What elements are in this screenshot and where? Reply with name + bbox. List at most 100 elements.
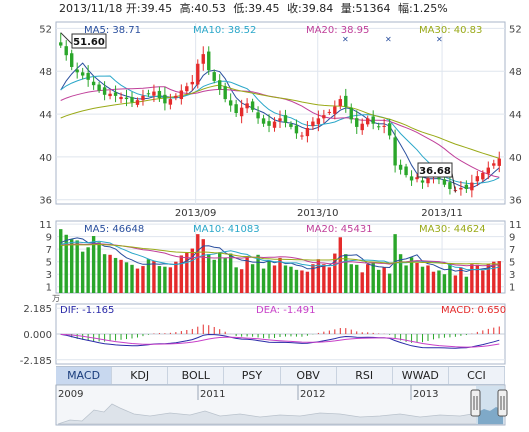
volume-bar xyxy=(75,240,79,293)
volume-bar xyxy=(86,247,90,293)
volume-bar xyxy=(453,275,458,293)
volume-bar xyxy=(327,267,332,293)
tab-kdj[interactable]: KDJ xyxy=(112,367,169,384)
candle xyxy=(201,54,205,64)
candle xyxy=(382,125,386,127)
volume-bar xyxy=(316,259,321,293)
volume-bar xyxy=(278,257,282,293)
volume-bar xyxy=(404,265,408,293)
tab-cci[interactable]: CCI xyxy=(449,367,505,384)
min-price-box xyxy=(417,162,453,178)
volume-unit: 万 xyxy=(52,294,60,303)
candle xyxy=(256,112,260,119)
header-open: 39.45 xyxy=(141,2,173,15)
timeline-selection-area xyxy=(478,407,503,424)
tab-macd[interactable]: MACD xyxy=(56,367,113,384)
volume-legend-ma5: MA5: 46648 xyxy=(84,224,144,235)
x-tick-label: 2013/11 xyxy=(421,208,463,219)
candle xyxy=(64,46,68,56)
price-tick-left: 48 xyxy=(39,67,52,78)
candle xyxy=(305,127,310,137)
price-tick-right: 40 xyxy=(509,153,522,164)
candle xyxy=(272,121,277,128)
macd-tick: -2.185 xyxy=(20,356,52,367)
candle xyxy=(250,101,255,110)
volume-bar xyxy=(196,234,200,293)
volume-bar xyxy=(146,259,151,293)
candle xyxy=(316,118,321,125)
timeline-left-handle[interactable] xyxy=(470,389,481,417)
candle xyxy=(459,187,463,190)
volume-bar xyxy=(415,262,419,293)
volume-bar xyxy=(245,256,249,293)
macd-tick: 0.000 xyxy=(23,330,52,341)
volume-bar xyxy=(190,248,194,293)
tab-psy[interactable]: PSY xyxy=(224,367,281,384)
volume-bar xyxy=(333,253,337,293)
volume-bar xyxy=(179,255,184,293)
volume-bar xyxy=(163,266,167,293)
header-quote: 2013/11/18 开:39.45 高:40.53 低:39.45 收:39.… xyxy=(59,1,448,15)
volume-bar xyxy=(464,276,469,293)
timeline-overview-area xyxy=(57,403,504,425)
indicator-tabs: MACD KDJ BOLL PSY OBV RSI WWAD CCI xyxy=(56,366,505,385)
tab-obv[interactable]: OBV xyxy=(281,367,337,384)
candle xyxy=(360,123,364,131)
candle xyxy=(366,118,370,125)
price-tick-left: 36 xyxy=(39,196,52,207)
tab-boll[interactable]: BOLL xyxy=(168,367,225,384)
candle xyxy=(168,99,173,105)
volume-bar xyxy=(207,254,211,293)
marker-icon: ✕ xyxy=(436,35,443,44)
candle xyxy=(218,80,222,90)
candle xyxy=(437,177,441,180)
candle xyxy=(409,176,414,181)
max-price-pointer xyxy=(60,32,73,45)
volume-tick-right: 9 xyxy=(509,233,515,244)
volume-bar xyxy=(475,264,480,293)
candle xyxy=(113,92,118,96)
macd-line-dif xyxy=(60,333,500,349)
timeline-right-handle[interactable] xyxy=(497,389,508,417)
header-date: 2013/11/18 xyxy=(59,2,122,15)
tab-wwad[interactable]: WWAD xyxy=(393,367,449,384)
candle xyxy=(228,100,233,106)
volume-bar xyxy=(349,264,353,293)
candle xyxy=(141,95,145,101)
volume-bar xyxy=(102,254,107,293)
macd-line-dea xyxy=(60,333,500,348)
volume-bar xyxy=(250,264,255,293)
volume-bar xyxy=(141,266,145,293)
timeline-label: 2012 xyxy=(300,389,325,400)
candle xyxy=(349,107,353,120)
candle xyxy=(86,72,90,80)
candle xyxy=(464,184,469,190)
header-high: 40.53 xyxy=(194,2,226,15)
volume-bar xyxy=(212,259,216,293)
timeline-label: 2011 xyxy=(200,389,225,400)
volume-tick-right: 3 xyxy=(509,270,515,281)
candle xyxy=(135,100,140,105)
volume-bar xyxy=(201,239,205,293)
price-tick-right: 52 xyxy=(509,24,522,35)
candle xyxy=(448,182,452,190)
candle xyxy=(475,176,480,182)
candle xyxy=(223,86,227,100)
volume-legend-ma20: MA20: 45431 xyxy=(306,224,373,235)
candle xyxy=(80,72,85,76)
candle xyxy=(119,96,123,100)
candle xyxy=(234,104,238,113)
candle xyxy=(404,166,408,176)
volume-bar xyxy=(283,265,288,293)
candle xyxy=(196,63,200,85)
candle xyxy=(311,121,315,127)
candle xyxy=(124,97,129,100)
volume-bar xyxy=(130,264,134,293)
volume-bar xyxy=(272,265,277,293)
volume-bar xyxy=(387,273,392,293)
legend-ma30: MA30: 40.83 xyxy=(419,25,482,36)
tab-rsi[interactable]: RSI xyxy=(337,367,393,384)
candle xyxy=(91,81,96,86)
volume-bar xyxy=(135,268,140,293)
